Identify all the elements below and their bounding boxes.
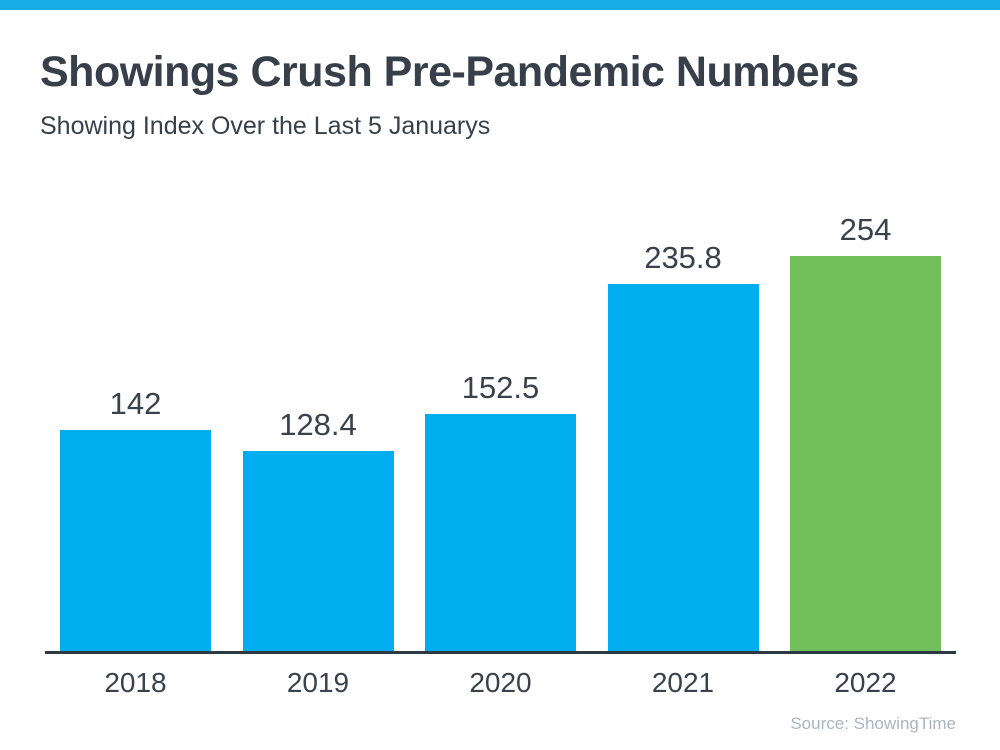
top-accent-bar [0,0,1000,10]
plot-area: 142 128.4 152.5 235.8 254 [45,211,956,655]
x-axis-label-2021: 2021 [651,667,715,699]
x-axis-label-2022: 2022 [834,667,897,699]
bar-value-label: 128.4 [279,407,357,443]
bar-2018 [60,430,211,652]
x-axis-label-2020: 2020 [469,667,532,699]
bar-value-label: 152.5 [461,370,540,406]
chart-header: Showings Crush Pre-Pandemic Numbers Show… [40,48,960,141]
bar-2022 [790,256,941,652]
bar-2021 [607,284,759,652]
x-axis-label-2018: 2018 [104,667,167,699]
bar-group-2018: 142 [60,386,211,652]
bar-group-2020: 152.5 [425,370,576,652]
bar-2020 [425,414,576,652]
bar-chart: 142 128.4 152.5 235.8 254 2018 2019 2020 2021 20… [45,211,956,734]
x-axis-label-2019: 2019 [286,667,350,699]
bar-group-2019: 128.4 [242,407,394,652]
source-attribution: Source: ShowingTime [790,714,956,734]
x-axis-labels: 2018 2019 2020 2021 2022 [45,667,956,699]
page-title: Showings Crush Pre-Pandemic Numbers [40,48,859,96]
bar-value-label: 235.8 [644,240,722,276]
bar-2019 [242,451,394,652]
bar-group-2021: 235.8 [607,240,759,652]
bar-group-2022: 254 [790,212,941,652]
bar-value-label: 254 [839,212,892,248]
page-subtitle: Showing Index Over the Last 5 Januarys [40,112,491,141]
bar-value-label: 142 [109,386,162,422]
